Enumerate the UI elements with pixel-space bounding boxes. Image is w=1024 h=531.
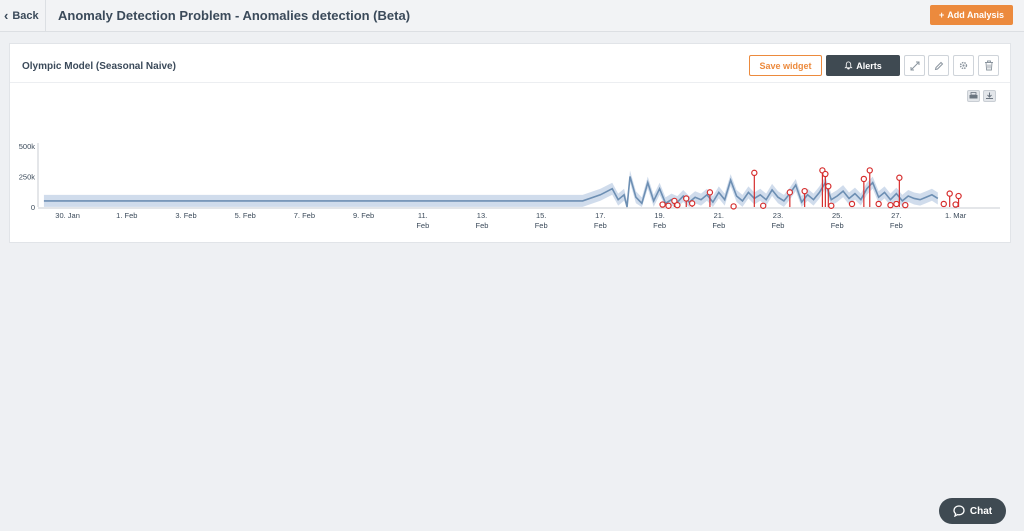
back-button[interactable]: ‹ Back: [4, 0, 42, 31]
download-icon: [986, 92, 993, 99]
alerts-label: Alerts: [856, 60, 882, 71]
add-analysis-label: Add Analysis: [947, 10, 1004, 20]
x-tick-label: 23. Feb: [772, 211, 785, 230]
anomaly-marker: [688, 200, 696, 207]
anomaly-marker: [848, 200, 856, 208]
anomaly-marker: [887, 201, 894, 209]
chat-bubble-icon: [953, 505, 965, 517]
y-tick-label: 250k: [19, 173, 36, 182]
anomaly-marker: [828, 202, 835, 209]
anomaly-marker: [825, 183, 832, 190]
anomaly-marker: [860, 175, 868, 183]
anomaly-marker: [952, 201, 959, 208]
x-tick-label: 1. Mar: [945, 211, 967, 220]
anomaly-marker: [730, 203, 737, 210]
widget-title: Olympic Model (Seasonal Naive): [22, 61, 176, 72]
trash-icon: [984, 60, 993, 71]
divider: [45, 0, 46, 31]
anomaly-marker: [751, 169, 758, 177]
delete-button[interactable]: [978, 55, 999, 76]
x-tick-label: 11. Feb: [416, 211, 429, 230]
chart-widget: Olympic Model (Seasonal Naive) Save widg…: [9, 43, 1011, 243]
x-tick-label: 9. Feb: [353, 211, 374, 220]
print-icon: [969, 92, 978, 99]
save-widget-button[interactable]: Save widget: [749, 55, 822, 76]
top-bar: ‹ Back Anomaly Detection Problem - Anoma…: [0, 0, 1024, 32]
anomaly-marker: [706, 189, 714, 196]
anomaly-marker: [940, 200, 947, 208]
bell-icon: [844, 61, 853, 70]
x-tick-label: 27. Feb: [890, 211, 903, 230]
chevron-left-icon: ‹: [4, 8, 9, 23]
series-line: [43, 176, 939, 208]
x-tick-label: 21. Feb: [712, 211, 725, 230]
chat-button[interactable]: Chat: [939, 498, 1006, 524]
anomaly-marker: [659, 201, 666, 208]
x-tick-label: 30. Jan: [55, 211, 80, 220]
anomaly-marker: [893, 200, 900, 208]
confidence-band: [43, 170, 938, 207]
plus-icon: +: [939, 10, 945, 20]
anomaly-marker: [671, 197, 678, 205]
edit-button[interactable]: [928, 55, 949, 76]
settings-button[interactable]: [953, 55, 974, 76]
expand-button[interactable]: [904, 55, 925, 76]
print-button[interactable]: [967, 90, 980, 102]
anomaly-marker: [866, 167, 873, 174]
x-tick-label: 13. Feb: [476, 211, 489, 230]
anomaly-marker: [801, 187, 808, 195]
x-tick-label: 25. Feb: [831, 211, 844, 230]
add-analysis-button[interactable]: + Add Analysis: [930, 5, 1013, 25]
widget-divider: [10, 82, 1010, 83]
anomaly-marker: [946, 190, 953, 197]
anomaly-marker: [822, 170, 829, 178]
y-tick-label: 500k: [19, 142, 36, 151]
x-tick-label: 7. Feb: [294, 211, 315, 220]
anomaly-marker: [786, 189, 794, 196]
pencil-icon: [934, 61, 943, 70]
alerts-button[interactable]: Alerts: [826, 55, 900, 76]
chart: 500k 250k 0 30. Jan 1. Feb 3. Feb 5. Feb 7. Feb…: [19, 142, 1000, 230]
y-tick-label: 0: [31, 203, 35, 212]
x-tick-label: 17. Feb: [594, 211, 607, 230]
chat-label: Chat: [969, 505, 993, 517]
anomaly-marker: [955, 192, 962, 200]
x-tick-label: 3. Feb: [175, 211, 196, 220]
page-title: Anomaly Detection Problem - Anomalies de…: [58, 8, 411, 23]
anomaly-marker: [674, 201, 681, 209]
x-tick-label: 1. Feb: [116, 211, 137, 220]
anomaly-marker: [665, 202, 672, 209]
gear-icon: [959, 61, 968, 70]
back-label: Back: [12, 9, 39, 22]
anomaly-marker: [683, 195, 690, 202]
anomaly-marker: [902, 201, 909, 209]
download-button[interactable]: [983, 90, 996, 102]
anomaly-marker: [896, 174, 903, 181]
anomaly-marker: [875, 200, 882, 208]
expand-icon: [910, 61, 919, 70]
anomaly-marker: [760, 202, 767, 209]
x-tick-label: 15. Feb: [535, 211, 548, 230]
x-tick-label: 5. Feb: [235, 211, 256, 220]
x-tick-label: 19. Feb: [653, 211, 666, 230]
